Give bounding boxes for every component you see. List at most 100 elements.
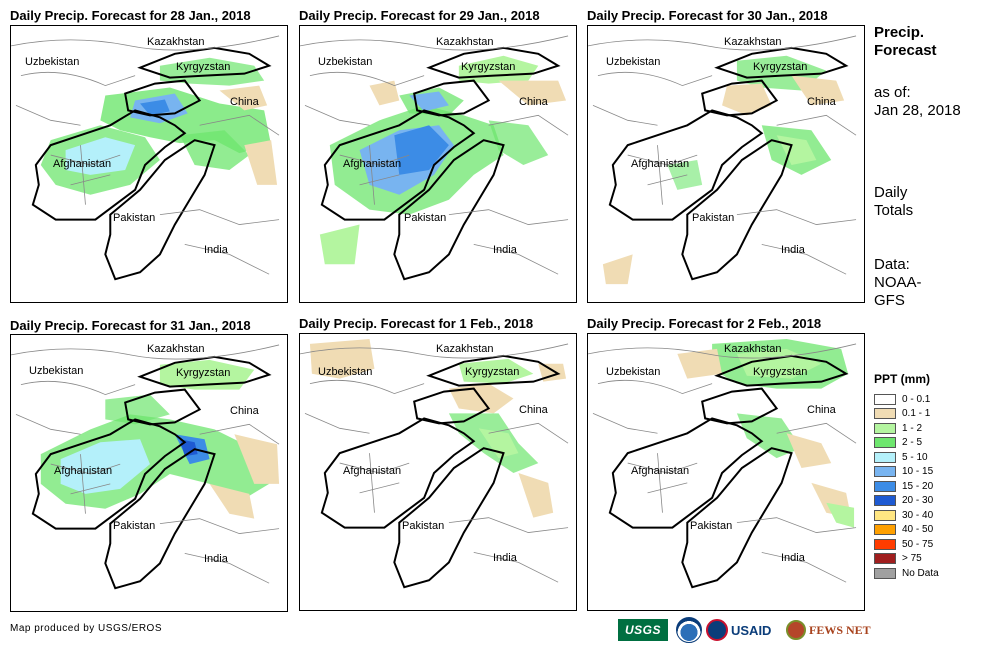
legend-item: 0.1 - 1 [874,407,930,421]
legend-label: 2 - 5 [902,437,923,448]
side-totals-line1: Daily [874,184,908,201]
usaid-logo-text: USAID [731,622,772,638]
map-drawing-2 [300,35,569,281]
side-totals-line2: Totals [874,202,914,219]
label-china: China [519,404,548,416]
legend-item: 20 - 30 [874,494,933,508]
map-panel-1: Kazakhstan Uzbekistan Kyrgyzstan China A… [10,25,288,303]
map-panel-5: Kazakhstan Uzbekistan Kyrgyzstan China A… [299,333,577,611]
label-uzbekistan: Uzbekistan [29,365,84,377]
label-kyrgyzstan: Kyrgyzstan [176,367,231,379]
label-afghanistan: Afghanistan [343,158,402,170]
map-drawing-1 [11,35,280,281]
label-kazakhstan: Kazakhstan [147,343,205,355]
label-kazakhstan: Kazakhstan [147,36,205,48]
label-afghanistan: Afghanistan [631,158,690,170]
side-asof-date: Jan 28, 2018 [874,102,961,119]
label-uzbekistan: Uzbekistan [318,366,373,378]
label-india: India [493,244,517,256]
label-india: India [781,244,805,256]
legend-item: 50 - 75 [874,537,933,551]
legend-label: 15 - 20 [902,480,934,492]
legend-swatch [874,495,896,506]
label-afghanistan: Afghanistan [343,465,402,477]
legend-swatch [874,509,896,521]
label-kazakhstan: Kazakhstan [436,343,494,355]
label-kyrgyzstan: Kyrgyzstan [176,61,231,73]
legend-label: 20 - 30 [902,495,934,506]
tajikistan-border [124,79,202,117]
panel-title-5: Daily Precip. Forecast for 1 Feb., 2018 [299,316,534,331]
label-india: India [204,244,228,256]
map-drawing-4 [11,344,280,590]
side-data-source: Data: NOAA- GFS [874,256,922,310]
label-pakistan: Pakistan [404,212,447,224]
label-kyrgyzstan: Kyrgyzstan [465,366,520,378]
label-india: India [493,552,517,564]
label-india: India [781,552,805,564]
map-panel-3: Kazakhstan Uzbekistan Kyrgyzstan China A… [587,25,865,303]
legend-item: 0 - 0.1 [874,392,930,406]
label-afghanistan: Afghanistan [631,465,690,477]
legend-swatch [874,393,896,405]
legend-swatch [874,553,896,564]
label-pakistan: Pakistan [113,520,156,532]
label-uzbekistan: Uzbekistan [318,56,373,68]
side-asof: as of: Jan 28, 2018 [874,84,961,120]
legend-item: 30 - 40 [874,508,933,522]
side-asof-line1: as of: [874,84,911,101]
fews-net-logo-text: FEWS NET [809,622,871,637]
label-kazakhstan: Kazakhstan [724,36,782,48]
panel-title-3: Daily Precip. Forecast for 30 Jan., 2018 [587,8,828,23]
legend-swatch [874,408,896,419]
legend-swatch [874,451,896,463]
map-drawing-6 [588,338,857,589]
map-drawing-3 [588,35,857,285]
legend-label: 30 - 40 [902,509,934,521]
legend-item: 5 - 10 [874,450,928,464]
usgs-logo-text: USGS [618,619,668,641]
legend-label: 1 - 2 [902,422,923,434]
map-panel-4: Kazakhstan Uzbekistan Kyrgyzstan China A… [10,334,288,612]
label-china: China [230,405,259,417]
label-kazakhstan: Kazakhstan [724,343,782,355]
side-data-line2: NOAA- [874,274,922,291]
legend-swatch [874,466,896,477]
usaid-logo: USAID [706,615,771,645]
legend-title: PPT (mm) [874,372,931,386]
legend-label: 10 - 15 [902,466,934,477]
label-china: China [519,96,548,108]
legend-item: No Data [874,566,939,580]
label-afghanistan: Afghanistan [53,158,112,170]
label-pakistan: Pakistan [690,520,733,532]
legend-label: 5 - 10 [902,451,928,463]
legend-label: No Data [902,567,939,579]
label-uzbekistan: Uzbekistan [606,366,661,378]
legend-swatch [874,437,896,448]
precip-shading [40,57,278,195]
label-afghanistan: Afghanistan [54,465,113,477]
legend-label: > 75 [902,553,922,564]
label-china: China [230,96,259,108]
fews-net-seal-icon [786,620,806,640]
label-india: India [204,553,228,565]
label-kyrgyzstan: Kyrgyzstan [753,366,808,378]
noaa-logo [676,615,702,645]
label-pakistan: Pakistan [692,212,735,224]
panel-title-4: Daily Precip. Forecast for 31 Jan., 2018 [10,318,251,333]
map-panel-2: Kazakhstan Uzbekistan Kyrgyzstan China A… [299,25,577,303]
label-pakistan: Pakistan [113,212,156,224]
legend-item: 1 - 2 [874,421,922,435]
legend-label: 0 - 0.1 [902,393,931,405]
label-pakistan: Pakistan [402,520,445,532]
fews-net-logo: FEWS NET [786,615,871,645]
panel-title-6: Daily Precip. Forecast for 2 Feb., 2018 [587,316,822,331]
legend-item: 15 - 20 [874,479,933,493]
label-china: China [807,404,836,416]
legend-swatch [874,422,896,434]
map-drawing-5 [300,338,569,589]
noaa-emblem-icon [676,617,702,643]
legend-label: 0.1 - 1 [902,408,931,419]
panel-title-1: Daily Precip. Forecast for 28 Jan., 2018 [10,8,251,23]
legend-item: 10 - 15 [874,465,933,479]
